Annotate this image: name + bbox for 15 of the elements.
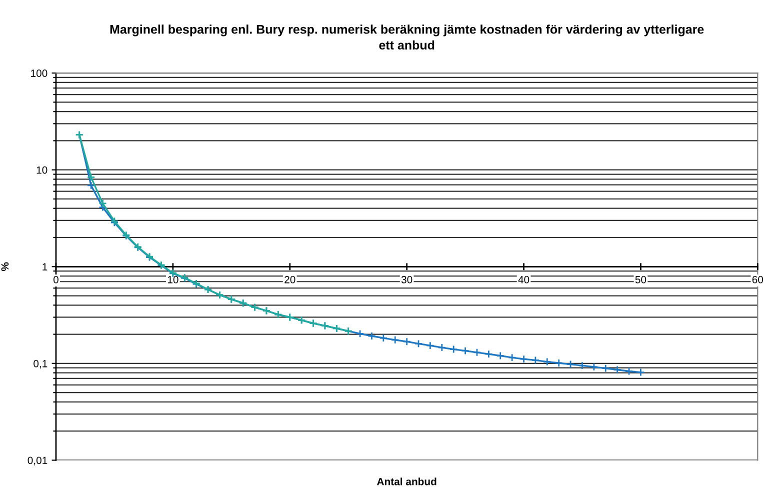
x-axis-title: Antal anbud [376, 478, 436, 486]
y-tick-label: 10 [36, 166, 48, 174]
x-tick-label: 60 [752, 276, 764, 284]
x-tick-label: 10 [168, 276, 178, 284]
x-tick-label: 0 [53, 276, 58, 284]
x-tick-label: 40 [518, 276, 530, 284]
y-axis-title: % [1, 262, 9, 272]
x-tick-label: 20 [284, 276, 296, 284]
y-tick-label: 0,01 [28, 456, 48, 466]
y-tick-label: 100 [31, 70, 48, 77]
y-tick-label: 0,1 [34, 360, 48, 369]
chart-title: Marginell besparing enl. Bury resp. numerisk beräkning jämte kostnaden för värdering av ytterligare ett anbud [110, 24, 704, 50]
x-tick-label: 50 [635, 276, 646, 284]
y-tick-label: 1 [42, 263, 48, 270]
x-tick-label: 30 [401, 276, 412, 284]
